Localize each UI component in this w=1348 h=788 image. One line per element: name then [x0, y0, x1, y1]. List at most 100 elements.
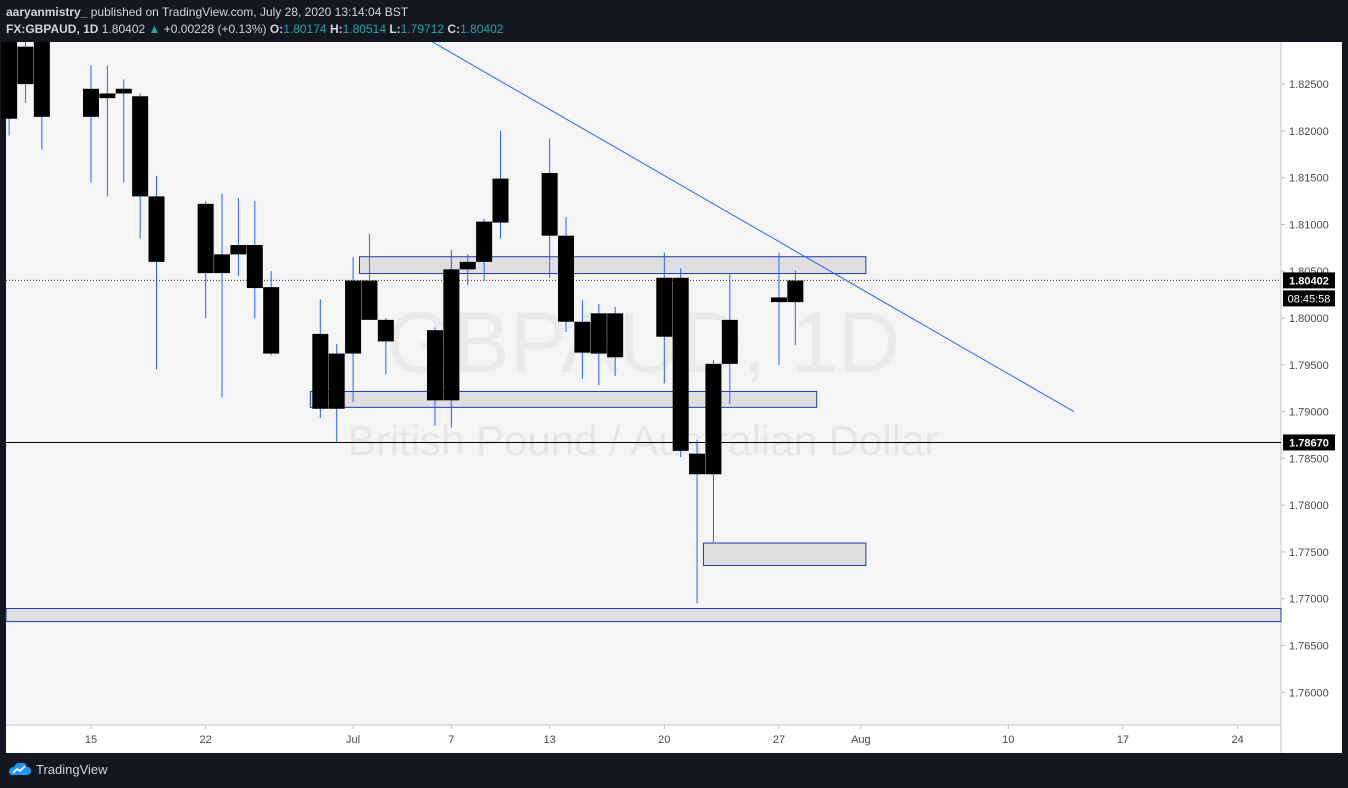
brand-label: TradingView — [36, 761, 108, 777]
candle-body — [115, 88, 132, 94]
brand[interactable]: TradingView — [8, 761, 108, 777]
candle-body — [607, 313, 624, 358]
time-tick-label: 24 — [1231, 734, 1243, 746]
price-tick-label: 1.80000 — [1289, 313, 1329, 325]
open-value: 1.80174 — [283, 22, 327, 36]
candle-body — [263, 287, 280, 354]
candle-body — [574, 321, 591, 353]
candle — [689, 439, 706, 604]
candle — [770, 252, 787, 365]
candle — [377, 318, 394, 375]
price-tick-label: 1.78000 — [1289, 500, 1329, 512]
time-axis[interactable] — [6, 725, 1281, 753]
candle — [574, 300, 591, 379]
candle-body — [377, 319, 394, 342]
candle-body — [558, 235, 575, 322]
candle-body — [197, 203, 214, 274]
candle-body — [345, 280, 362, 354]
candle — [541, 138, 558, 278]
support-resistance-zone — [358, 256, 867, 275]
candle — [705, 360, 722, 543]
watermark-symbol: GBPAUD, 1D — [386, 295, 901, 391]
close-value: 1.80402 — [460, 22, 504, 36]
price-tick-label: 1.77500 — [1289, 547, 1329, 559]
symbol-legend: FX:GBPAUD, 1D 1.80402 ▲ +0.00228 (+0.13%… — [6, 22, 503, 36]
current-price-label: 1.80402 — [1289, 275, 1329, 287]
candle — [115, 79, 132, 183]
price-tick-label: 1.79500 — [1289, 360, 1329, 372]
candle-body — [492, 178, 509, 223]
candles-layer — [1, 18, 804, 604]
price-axis[interactable] — [1281, 42, 1342, 753]
candle-body — [83, 88, 99, 117]
close-label: C: — [447, 22, 461, 36]
candle-body — [590, 313, 607, 354]
price-tick-label: 1.81000 — [1289, 219, 1329, 231]
current-price-badge — [1283, 272, 1335, 289]
candle-body — [1, 37, 18, 119]
candle — [132, 93, 149, 239]
time-tick-label: 13 — [544, 734, 556, 746]
candle — [787, 270, 804, 346]
symbol-label: FX:GBPAUD, 1D — [6, 22, 99, 36]
time-axis-labels: 15 22 Jul 7 13 20 27 Aug 10 17 24 — [85, 725, 1244, 746]
time-tick-label: 22 — [200, 734, 212, 746]
candle-body — [328, 353, 345, 409]
watermark-name: British Pound / Australian Dollar — [348, 417, 939, 464]
candle-body — [459, 261, 476, 270]
time-tick-label: 15 — [85, 734, 97, 746]
price-tick-label: 1.81500 — [1289, 173, 1329, 185]
candle — [197, 201, 214, 319]
candle-body — [705, 363, 722, 475]
price-tick-label: 1.82000 — [1289, 126, 1329, 138]
candle — [426, 327, 443, 426]
candle-body — [656, 277, 673, 337]
candle — [558, 216, 575, 333]
candle — [312, 299, 329, 419]
time-tick-label: 10 — [1002, 734, 1014, 746]
time-tick-label: Jul — [346, 734, 360, 746]
price-tick-label: 1.82500 — [1289, 79, 1329, 91]
candle-body — [33, 37, 50, 117]
candlestick-chart[interactable]: GBPAUD, 1D British Pound / Australian Do… — [0, 0, 1348, 753]
candle — [492, 130, 509, 239]
candle-body — [99, 93, 116, 99]
price-tick-label: 1.78500 — [1289, 453, 1329, 465]
candle — [607, 306, 624, 377]
candle — [656, 252, 673, 384]
time-tick-label: 27 — [773, 734, 785, 746]
price-tick-label: 1.76000 — [1289, 687, 1329, 699]
candle-body — [476, 221, 493, 262]
support-resistance-zone — [5, 608, 1282, 623]
countdown-label: 08:45:58 — [1288, 293, 1331, 305]
candle-body — [541, 172, 558, 236]
time-tick-label: 20 — [658, 734, 670, 746]
candle-body — [672, 277, 689, 451]
support-resistance-zone — [309, 390, 818, 408]
trendline — [358, 0, 1075, 413]
candle — [345, 257, 362, 403]
low-label: L: — [389, 22, 401, 36]
trendline-layer — [358, 0, 1075, 413]
candle — [230, 198, 247, 276]
time-tick-label: 17 — [1117, 734, 1129, 746]
candle-body — [214, 254, 231, 274]
publish-info: aaryanmistry_ published on TradingView.c… — [6, 5, 408, 19]
candle — [672, 268, 689, 458]
candle — [361, 233, 378, 320]
candle-body — [230, 245, 247, 255]
chart-area[interactable]: GBPAUD, 1D British Pound / Australian Do… — [0, 0, 1348, 753]
price-axis-labels: 1.825001.820001.815001.810001.805001.800… — [1281, 79, 1329, 699]
candle — [721, 273, 738, 405]
chart-header: aaryanmistry_ published on TradingView.c… — [0, 0, 1348, 42]
horizontal-lines — [6, 279, 1281, 443]
low-value: 1.79712 — [400, 22, 445, 36]
candle-body — [689, 453, 706, 475]
change-arrow-icon: ▲ — [148, 22, 161, 36]
candle-body — [132, 96, 149, 197]
open-label: O: — [269, 22, 284, 36]
level-price-label: 1.78670 — [1289, 437, 1329, 449]
time-tick-label: Aug — [851, 734, 871, 746]
candle-body — [426, 330, 443, 401]
author-name[interactable]: aaryanmistry_ — [6, 5, 88, 19]
